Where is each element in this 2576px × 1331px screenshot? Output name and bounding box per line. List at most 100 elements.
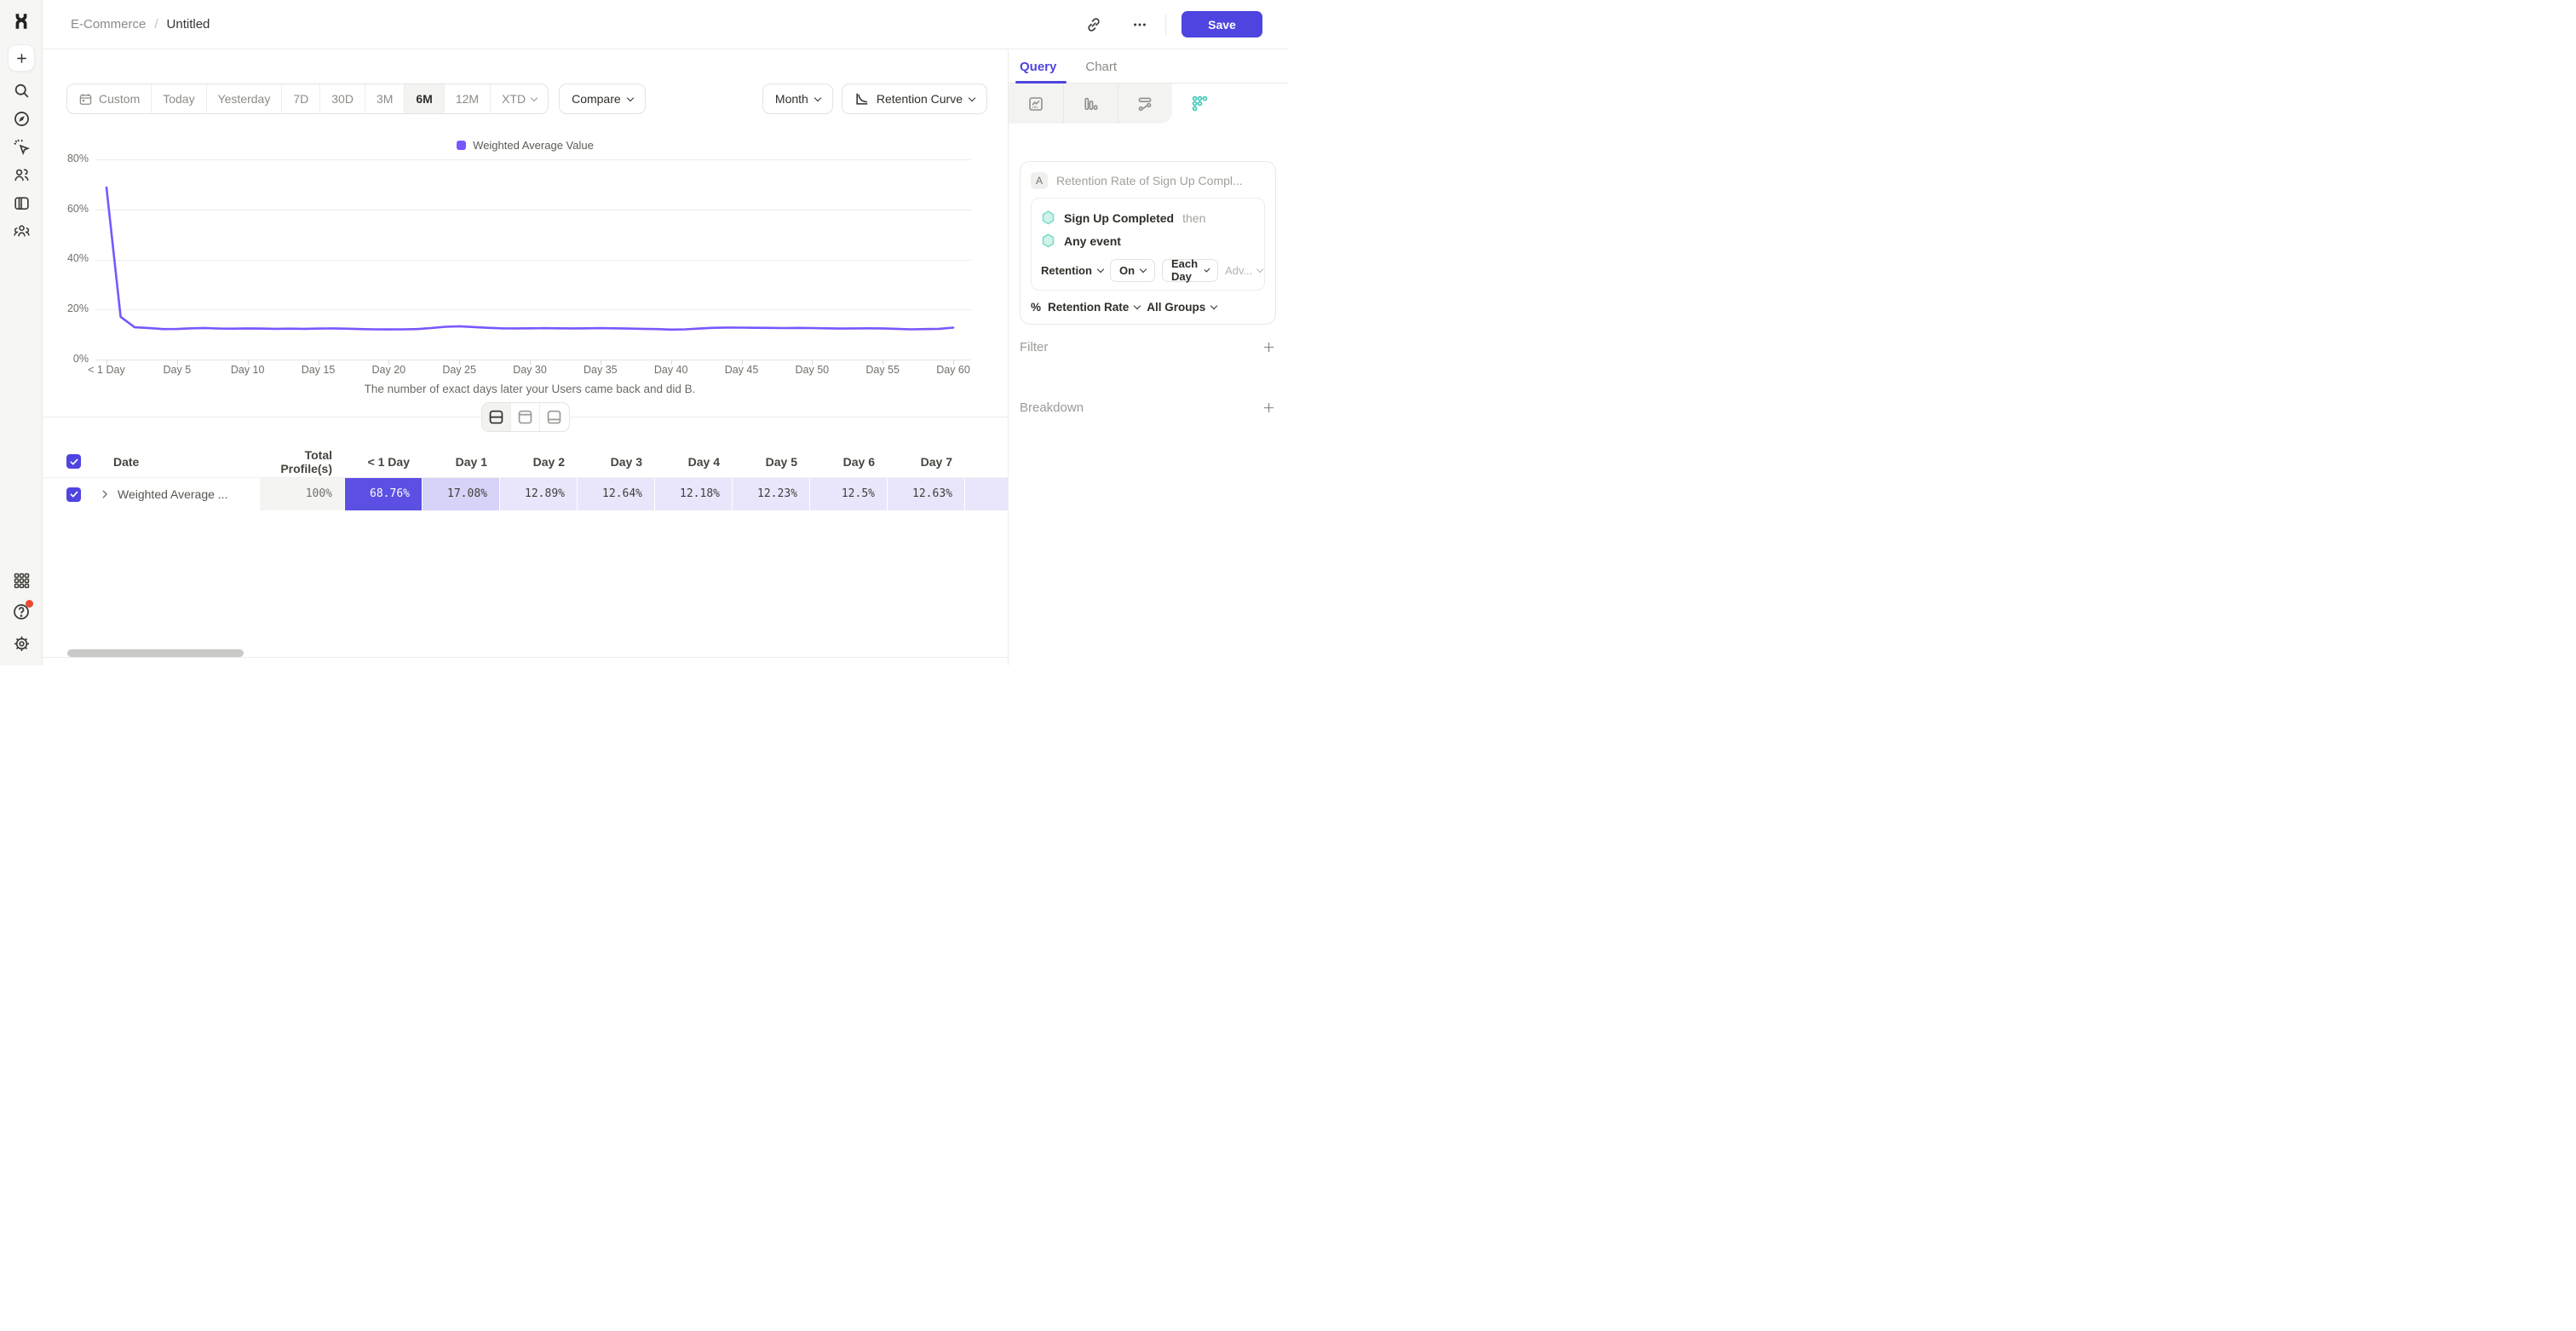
column-header-date[interactable]: Date	[113, 454, 140, 469]
advanced-dropdown[interactable]: Adv...	[1225, 264, 1264, 277]
save-button[interactable]: Save	[1182, 11, 1262, 37]
series-badge: A	[1031, 172, 1048, 189]
measure-dropdown[interactable]: Retention Rate	[1048, 301, 1141, 314]
cell-day-value[interactable]: 68.76%	[344, 478, 422, 510]
chevron-down-icon	[1096, 265, 1105, 273]
range-6m-selected[interactable]: 6M	[405, 84, 445, 113]
retention-type-dropdown[interactable]: Retention	[1041, 264, 1105, 277]
column-header-day[interactable]: Day 6	[842, 454, 875, 469]
event-steps-card: Sign Up Completed then Any event Retenti…	[1031, 198, 1265, 291]
retention-line-chart[interactable]	[43, 159, 1008, 365]
date-range-segmented-control: Custom Today Yesterday 7D 30D 3M 6M 12M …	[66, 84, 549, 114]
search-icon[interactable]	[0, 82, 43, 100]
compare-button[interactable]: Compare	[559, 84, 646, 114]
column-header-day[interactable]: Day 1	[455, 454, 487, 469]
users-icon[interactable]	[0, 166, 43, 184]
cell-day-value[interactable]: 12.64%	[577, 478, 654, 510]
column-header-day[interactable]: Day 5	[765, 454, 797, 469]
groups-dropdown[interactable]: All Groups	[1147, 301, 1218, 314]
chevron-down-icon	[530, 94, 538, 101]
cell-day-value[interactable]: 17.08%	[422, 478, 499, 510]
x-tick-label: Day 50	[795, 364, 830, 376]
return-event-name: Any event	[1064, 233, 1121, 248]
on-dropdown[interactable]: On	[1109, 258, 1156, 282]
chart-type-dropdown[interactable]: Retention Curve	[841, 84, 987, 114]
row-label[interactable]: Weighted Average ...	[118, 487, 228, 501]
layout-table-only-button[interactable]	[540, 403, 569, 431]
tab-chart[interactable]: Chart	[1085, 59, 1118, 74]
query-builder-panel: Query Chart A Retention Rate	[1008, 50, 1288, 666]
range-30d[interactable]: 30D	[320, 84, 365, 113]
range-label: XTD	[502, 92, 526, 106]
range-xtd[interactable]: XTD	[491, 84, 548, 113]
cell-day-value[interactable]: 12.	[964, 478, 1008, 510]
copy-link-icon[interactable]	[1082, 13, 1106, 37]
row-checkbox[interactable]	[66, 487, 81, 502]
range-3m[interactable]: 3M	[365, 84, 405, 113]
range-12m[interactable]: 12M	[445, 84, 492, 113]
layout-switcher	[480, 402, 570, 432]
compass-explore-icon[interactable]	[0, 110, 43, 128]
layout-split-button[interactable]	[481, 403, 511, 431]
select-all-checkbox[interactable]	[66, 454, 81, 469]
range-today[interactable]: Today	[152, 84, 207, 113]
help-icon[interactable]	[0, 600, 43, 621]
cell-day-value[interactable]: 12.63%	[887, 478, 964, 510]
add-breakdown-button[interactable]	[1262, 400, 1276, 415]
first-event-row[interactable]: Sign Up Completed then	[1041, 206, 1255, 229]
range-7d[interactable]: 7D	[282, 84, 321, 113]
column-header-day[interactable]: Day 7	[920, 454, 952, 469]
bucket-dropdown[interactable]: Each Day	[1162, 257, 1219, 283]
chevron-down-icon	[1256, 265, 1264, 273]
breadcrumb-project[interactable]: E-Commerce	[71, 17, 147, 32]
chart-legend[interactable]: Weighted Average Value	[43, 139, 1008, 152]
report-main: Custom Today Yesterday 7D 30D 3M 6M 12M …	[43, 50, 1008, 666]
main-bottom-border	[43, 657, 1008, 658]
cohorts-icon[interactable]	[0, 222, 43, 240]
add-filter-button[interactable]	[1262, 340, 1276, 354]
column-header-day[interactable]: < 1 Day	[367, 454, 410, 469]
column-header-day[interactable]: Day 2	[532, 454, 565, 469]
apps-grid-icon[interactable]	[0, 572, 43, 590]
horizontal-scrollbar-thumb[interactable]	[67, 649, 244, 657]
return-event-row[interactable]: Any event	[1041, 229, 1255, 252]
check-icon	[70, 458, 78, 465]
breadcrumb-page-title[interactable]: Untitled	[166, 17, 210, 32]
column-header-day[interactable]: Day 3	[610, 454, 642, 469]
funnels-report-tab[interactable]	[1063, 84, 1118, 124]
column-header-day[interactable]: D	[964, 455, 1008, 469]
tab-query[interactable]: Query	[1020, 59, 1057, 74]
range-custom[interactable]: Custom	[67, 84, 152, 113]
layout-chart-only-button[interactable]	[511, 403, 540, 431]
x-tick-label: Day 55	[865, 364, 900, 376]
x-axis-tick	[247, 360, 249, 365]
settings-gear-icon[interactable]	[0, 635, 43, 653]
cell-day-value[interactable]: 12.89%	[499, 478, 577, 510]
retention-query-card: A Retention Rate of Sign Up Compl... Sig…	[1020, 161, 1276, 325]
cell-day-value[interactable]: 12.5%	[809, 478, 887, 510]
cell-total[interactable]: 100%	[259, 478, 344, 510]
chevron-down-icon	[814, 94, 822, 101]
legend-swatch	[457, 141, 467, 150]
retention-report-tab-active[interactable]	[1172, 84, 1227, 124]
granularity-dropdown[interactable]: Month	[762, 84, 833, 114]
x-tick-label: Day 60	[936, 364, 970, 376]
percent-icon: %	[1031, 301, 1042, 314]
more-options-icon[interactable]	[1128, 13, 1152, 37]
range-yesterday[interactable]: Yesterday	[207, 84, 283, 113]
column-header-total[interactable]: Total Profile(s)	[280, 447, 332, 475]
boards-icon[interactable]	[0, 194, 43, 212]
create-new-button[interactable]	[0, 44, 43, 72]
cell-day-value[interactable]: 12.23%	[732, 478, 809, 510]
events-cursor-icon[interactable]	[0, 138, 43, 156]
chevron-down-icon	[968, 94, 976, 101]
x-tick-label: Day 5	[163, 364, 192, 376]
flows-report-tab[interactable]	[1118, 84, 1172, 124]
insights-report-tab[interactable]	[1009, 84, 1063, 124]
column-header-day[interactable]: Day 4	[687, 454, 720, 469]
cell-day-value[interactable]: 12.18%	[654, 478, 732, 510]
expand-row-chevron-icon[interactable]	[99, 488, 111, 500]
mixpanel-logo-icon[interactable]	[0, 11, 43, 32]
series-title[interactable]: Retention Rate of Sign Up Compl...	[1056, 174, 1243, 187]
on-label: On	[1118, 263, 1136, 277]
